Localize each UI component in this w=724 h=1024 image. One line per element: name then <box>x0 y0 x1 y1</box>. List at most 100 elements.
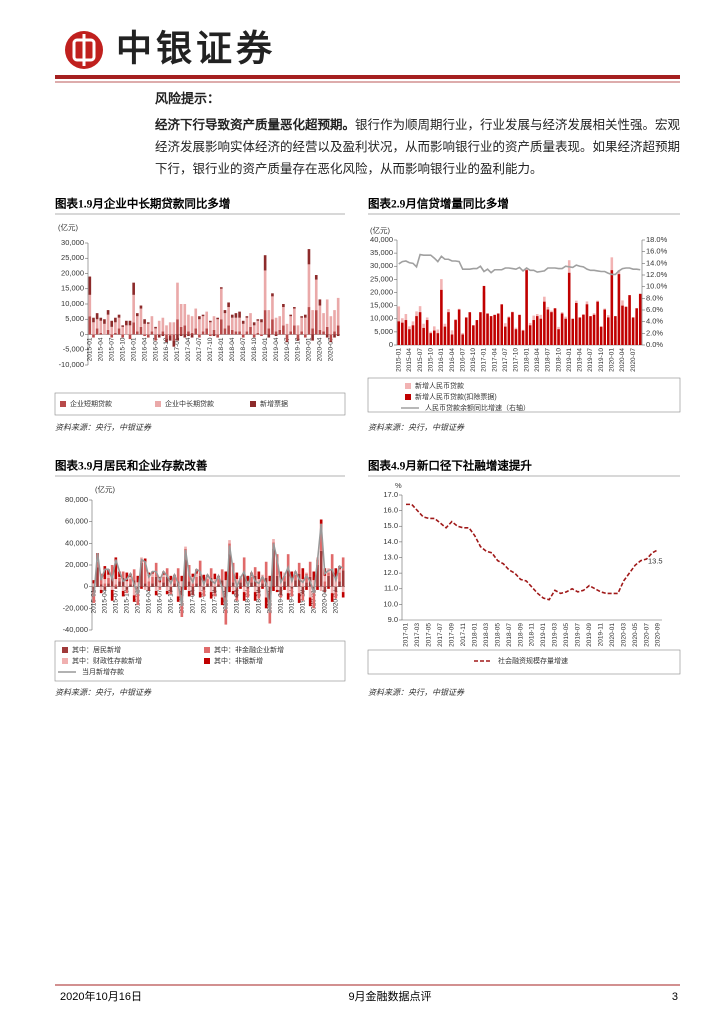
bar <box>151 583 154 587</box>
bar <box>500 304 504 345</box>
bar <box>290 571 294 581</box>
bar <box>253 586 257 593</box>
bar <box>242 557 246 574</box>
bar <box>285 323 289 335</box>
x-tick-label: 2015-01 <box>87 337 94 361</box>
unit-label: % <box>395 481 402 490</box>
bar <box>114 317 117 323</box>
bar <box>173 583 176 587</box>
x-tick-label: 2018-04 <box>534 348 541 372</box>
bar <box>202 586 206 590</box>
legend-label: 其中：财政性存款新增 <box>72 656 142 665</box>
bar <box>183 325 187 335</box>
bar <box>514 329 518 345</box>
risk-lead: 经济下行导致资产质量恶化超预期。 <box>155 118 356 132</box>
bar <box>135 331 139 335</box>
legend-swatch <box>60 401 66 407</box>
bar <box>158 582 162 587</box>
source-note: 资料来源：央行，中银证券 <box>55 423 152 432</box>
bar <box>316 586 319 590</box>
bar <box>209 578 213 587</box>
bar <box>575 303 578 345</box>
bar <box>279 571 283 581</box>
bar <box>169 592 173 595</box>
bar <box>482 285 486 345</box>
y-tick-label: 20,000 <box>61 268 84 277</box>
bar <box>404 320 408 345</box>
bar <box>330 554 334 570</box>
bar <box>272 586 275 591</box>
bar <box>564 318 567 345</box>
bar <box>154 586 158 591</box>
bar <box>201 314 205 317</box>
y-tick-label: 40,000 <box>370 235 393 244</box>
bar <box>305 572 308 574</box>
bar <box>454 320 457 345</box>
bar <box>329 334 333 341</box>
bar <box>195 576 198 584</box>
risk-title: 风险提示： <box>155 91 221 106</box>
bar <box>179 304 183 327</box>
x-tick-label: 2019-05 <box>563 623 570 647</box>
bar <box>418 312 422 345</box>
bar <box>143 334 146 337</box>
bar <box>457 309 461 345</box>
bar <box>263 270 267 311</box>
bar <box>219 287 223 289</box>
y2-tick-label: 10.0% <box>646 282 668 291</box>
x-tick-label: 2016-04 <box>146 589 153 613</box>
bar <box>125 589 129 594</box>
bar <box>560 313 564 345</box>
bar <box>303 317 307 335</box>
bar <box>176 568 180 582</box>
bar <box>275 554 279 576</box>
bar <box>190 334 194 338</box>
bar <box>132 322 135 335</box>
bar <box>216 334 219 338</box>
y-tick-label: -10,000 <box>59 360 84 369</box>
bar <box>132 294 135 323</box>
bar <box>103 583 107 587</box>
bar <box>227 325 230 335</box>
bar <box>114 322 117 333</box>
bar <box>121 586 125 591</box>
bar <box>110 334 114 338</box>
bar <box>297 573 301 587</box>
bar <box>293 307 296 309</box>
bar <box>631 317 635 345</box>
bar <box>606 317 610 345</box>
x-tick-label: 2015-07 <box>417 348 424 372</box>
bar <box>246 588 250 598</box>
x-tick-label: 2016-07 <box>152 337 159 361</box>
x-tick-label: 2019-09 <box>586 623 593 647</box>
bar <box>96 567 99 587</box>
bar <box>325 334 329 338</box>
bar <box>283 575 286 582</box>
y-tick-label: 80,000 <box>65 495 88 504</box>
bar <box>235 586 239 598</box>
bar <box>260 334 263 337</box>
bar <box>161 317 165 332</box>
bar <box>165 339 168 343</box>
x-tick-label: 2018-01 <box>523 348 530 372</box>
bar <box>150 316 154 332</box>
footer-page: 3 <box>672 991 678 1003</box>
line-series <box>406 503 659 601</box>
bar <box>263 255 267 271</box>
bar <box>183 304 187 326</box>
bar <box>201 316 205 332</box>
x-tick-label: 2020-01 <box>609 623 616 647</box>
bar <box>329 340 333 343</box>
x-tick-label: 2020-07 <box>328 337 335 361</box>
bar <box>154 562 158 577</box>
bar <box>162 574 165 577</box>
bar <box>184 546 187 549</box>
x-tick-label: 2020-03 <box>620 623 627 647</box>
bar <box>297 562 301 574</box>
bar <box>143 319 146 324</box>
bar <box>95 328 99 335</box>
bar <box>107 578 110 584</box>
bar <box>293 325 296 335</box>
bar <box>334 592 338 599</box>
x-tick-label: 2017-04 <box>491 348 498 372</box>
